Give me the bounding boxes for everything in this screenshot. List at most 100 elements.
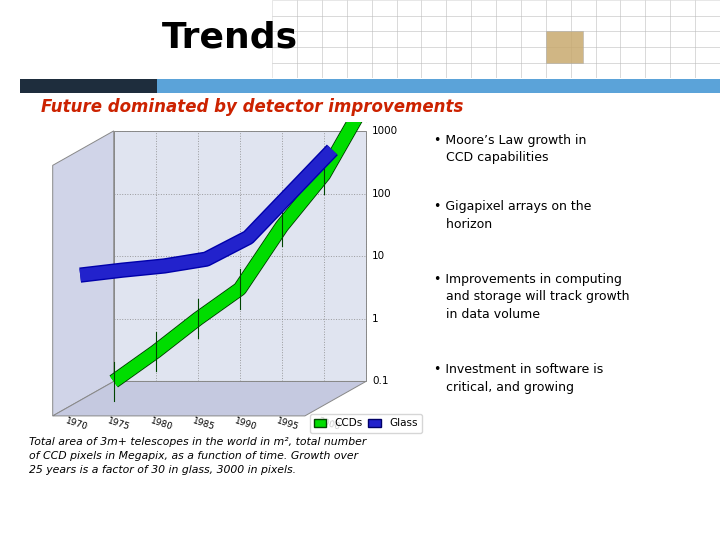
Text: • Moore’s Law growth in
   CCD capabilities: • Moore’s Law growth in CCD capabilities (434, 133, 586, 164)
Text: 1975: 1975 (107, 416, 132, 432)
Bar (595, 63, 621, 78)
Bar (272, 47, 297, 63)
Bar (571, 31, 595, 47)
Polygon shape (53, 131, 114, 416)
Text: 1990: 1990 (233, 416, 258, 432)
Bar (595, 47, 621, 63)
Bar (546, 31, 583, 63)
Bar (496, 63, 521, 78)
Bar (471, 47, 496, 63)
Text: • Investment in software is
   critical, and growing: • Investment in software is critical, an… (434, 363, 603, 394)
Bar (272, 31, 297, 47)
Text: • Improvements in computing
   and storage will track growth
   in data volume: • Improvements in computing and storage … (434, 273, 629, 321)
Bar (397, 0, 421, 16)
Bar (496, 47, 521, 63)
Text: 1995: 1995 (275, 416, 300, 432)
Bar (595, 16, 621, 31)
Bar (670, 16, 695, 31)
Bar (297, 47, 322, 63)
Bar (521, 31, 546, 47)
Bar (322, 0, 347, 16)
Bar (20, 78, 157, 93)
Text: 100: 100 (372, 188, 392, 199)
Legend: CCDs, Glass: CCDs, Glass (310, 414, 422, 433)
Bar (571, 47, 595, 63)
Bar (571, 63, 595, 78)
Bar (446, 0, 471, 16)
Bar (446, 63, 471, 78)
Bar (595, 31, 621, 47)
Bar (695, 63, 720, 78)
Bar (421, 31, 446, 47)
Text: 1985: 1985 (191, 416, 215, 432)
Bar (421, 63, 446, 78)
Bar (621, 47, 645, 63)
Bar (397, 63, 421, 78)
Bar (695, 31, 720, 47)
Bar (496, 31, 521, 47)
Bar (521, 0, 546, 16)
Bar (421, 16, 446, 31)
Bar (695, 47, 720, 63)
Bar (397, 31, 421, 47)
Bar (546, 31, 571, 47)
Bar (496, 16, 521, 31)
Bar (421, 47, 446, 63)
Bar (322, 31, 347, 47)
Bar (297, 16, 322, 31)
Bar (347, 47, 372, 63)
Text: 1000: 1000 (372, 126, 398, 136)
Bar (372, 47, 397, 63)
Bar (595, 0, 621, 16)
Text: 2000: 2000 (317, 416, 341, 432)
Bar (546, 16, 571, 31)
Bar (471, 31, 496, 47)
Text: Total area of 3m+ telescopes in the world in m², total number
of CCD pixels in M: Total area of 3m+ telescopes in the worl… (29, 437, 366, 475)
Bar (372, 31, 397, 47)
Bar (621, 16, 645, 31)
Text: Future dominated by detector improvements: Future dominated by detector improvement… (41, 98, 464, 117)
Text: 10: 10 (372, 251, 385, 261)
Bar (372, 0, 397, 16)
Bar (446, 16, 471, 31)
Bar (372, 63, 397, 78)
Bar (571, 16, 595, 31)
Bar (272, 63, 297, 78)
Bar (471, 0, 496, 16)
Bar (670, 0, 695, 16)
Bar (471, 63, 496, 78)
Bar (272, 16, 297, 31)
Text: 1: 1 (372, 314, 379, 324)
Bar (670, 31, 695, 47)
Bar (297, 31, 322, 47)
Bar (645, 16, 670, 31)
Polygon shape (114, 131, 366, 381)
Bar (546, 0, 571, 16)
Bar (521, 16, 546, 31)
Bar (347, 31, 372, 47)
Bar (621, 0, 645, 16)
Bar (322, 63, 347, 78)
Text: Trends: Trends (162, 21, 298, 55)
Bar (297, 63, 322, 78)
Bar (546, 63, 571, 78)
Bar (297, 0, 322, 16)
Bar (446, 47, 471, 63)
Bar (157, 78, 720, 93)
Bar (521, 47, 546, 63)
Bar (645, 0, 670, 16)
Bar (347, 16, 372, 31)
Bar (670, 47, 695, 63)
Bar (621, 63, 645, 78)
Text: 1980: 1980 (149, 416, 174, 432)
Bar (322, 47, 347, 63)
Text: 0.1: 0.1 (372, 376, 389, 387)
Bar (695, 16, 720, 31)
Bar (372, 16, 397, 31)
Bar (645, 31, 670, 47)
Bar (397, 16, 421, 31)
Bar (645, 47, 670, 63)
Bar (471, 16, 496, 31)
Bar (546, 47, 571, 63)
Bar (446, 31, 471, 47)
